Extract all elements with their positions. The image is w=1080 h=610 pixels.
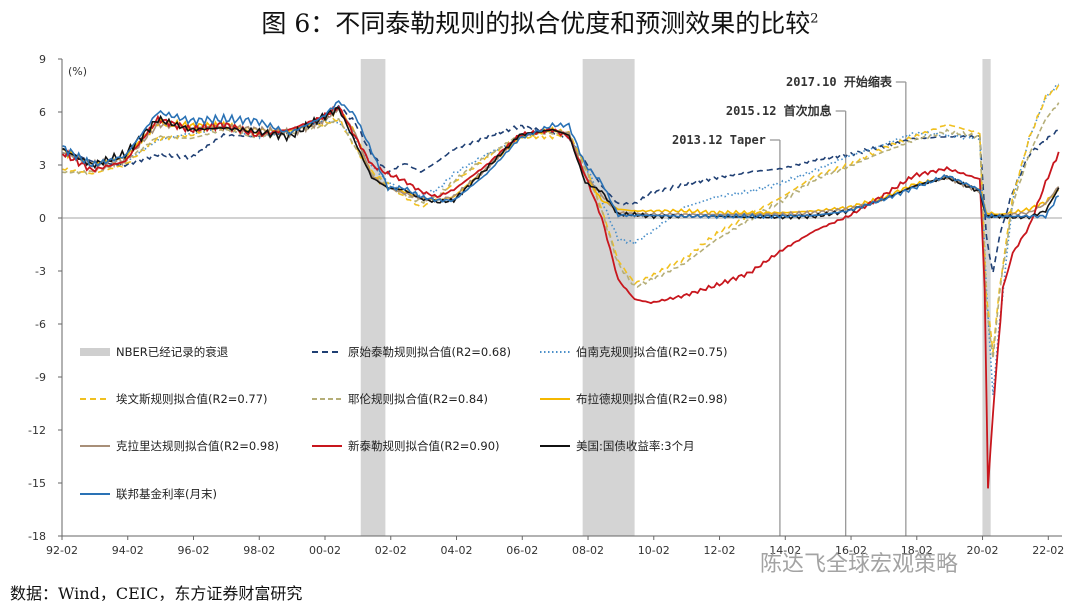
y-tick-label-3: 0 <box>39 212 46 225</box>
series-line-3 <box>62 102 1060 359</box>
legend-label-4: 耶伦规则拟合值(R2=0.84) <box>348 392 488 406</box>
annotation-label-2: 2017.10 开始缩表 <box>786 74 893 89</box>
recession-band-0 <box>360 59 386 536</box>
y-tick-label-9: -18 <box>28 530 46 543</box>
x-tick-label-6: 04-02 <box>441 544 473 557</box>
y-tick-label-1: 6 <box>39 106 46 119</box>
y-tick-label-7: -12 <box>28 424 46 437</box>
chart-title-sup: 2 <box>810 11 819 27</box>
chart-title-text: 图 6：不同泰勒规则的拟合优度和预测效果的比较 <box>261 9 811 38</box>
x-tick-label-7: 06-02 <box>506 544 538 557</box>
x-tick-label-9: 10-02 <box>638 544 670 557</box>
y-tick-label-2: 3 <box>39 159 46 172</box>
watermark: 陈达飞全球宏观策略 <box>760 552 959 577</box>
x-tick-label-3: 98-02 <box>243 544 275 557</box>
x-tick-label-5: 02-02 <box>375 544 407 557</box>
y-tick-label-4: -3 <box>35 265 46 278</box>
series-line-6 <box>61 105 1060 489</box>
legend-label-7: 新泰勒规则拟合值(R2=0.90) <box>348 439 500 453</box>
x-tick-label-10: 12-02 <box>704 544 736 557</box>
recession-band-1 <box>582 59 635 536</box>
legend: NBER已经记录的衰退 原始泰勒规则拟合值(R2=0.68) 伯南克规则拟合值(R2… <box>80 345 728 501</box>
y-tick-label-6: -9 <box>35 371 46 384</box>
legend-label-3: 埃文斯规则拟合值(R2=0.77) <box>116 392 268 406</box>
x-tick-label-4: 00-02 <box>309 544 341 557</box>
legend-label-5: 布拉德规则拟合值(R2=0.98) <box>576 392 728 406</box>
chart-title: 图 6：不同泰勒规则的拟合优度和预测效果的比较2 <box>0 4 1080 40</box>
y-tick-label-5: -6 <box>35 318 46 331</box>
x-tick-label-12: 16-02 <box>835 544 867 557</box>
x-tick-label-11: 14-02 <box>769 544 801 557</box>
series-line-2 <box>62 84 1060 353</box>
x-tick-label-14: 20-02 <box>967 544 999 557</box>
annotation-label-1: 2015.12 首次加息 <box>726 103 832 118</box>
series-line-7 <box>62 106 1060 220</box>
legend-label-2: 伯南克规则拟合值(R2=0.75) <box>576 345 728 359</box>
y-tick-label-8: -15 <box>28 477 46 490</box>
annotation-label-0: 2013.12 Taper <box>672 133 766 147</box>
y-axis-label: (%) <box>68 65 87 78</box>
x-tick-label-13: 18-02 <box>901 544 933 557</box>
x-tick-label-15: 22-02 <box>1032 544 1064 557</box>
annotation-lines <box>769 81 907 536</box>
series-line-8 <box>62 100 1060 220</box>
x-tick-label-2: 96-02 <box>178 544 210 557</box>
axes: 9 6 3 0 -3 -6 -9 -12 -15 -18 (%) 92-02 94-02 96-02 98-… <box>28 53 1064 557</box>
source-note: 数据：Wind，CEIC，东方证券财富研究 <box>10 584 303 603</box>
x-tick-label-8: 08-02 <box>572 544 604 557</box>
legend-label-6: 克拉里达规则拟合值(R2=0.98) <box>116 439 279 453</box>
annotation-labels: 2013.12 Taper 2015.12 首次加息 2017.10 开始缩表 <box>672 74 893 147</box>
x-tick-label-1: 94-02 <box>112 544 144 557</box>
chart-svg: 9 6 3 0 -3 -6 -9 -12 -15 -18 (%) 92-02 94-02 96-02 98-… <box>28 53 1064 557</box>
y-tick-label-0: 9 <box>39 53 46 66</box>
legend-label-0: NBER已经记录的衰退 <box>116 345 229 359</box>
x-tick-label-0: 92-02 <box>46 544 78 557</box>
legend-label-1: 原始泰勒规则拟合值(R2=0.68) <box>348 345 511 359</box>
series-lines <box>61 83 1060 489</box>
legend-label-9: 联邦基金利率(月末) <box>116 487 217 501</box>
legend-label-8: 美国:国债收益率:3个月 <box>576 439 695 453</box>
